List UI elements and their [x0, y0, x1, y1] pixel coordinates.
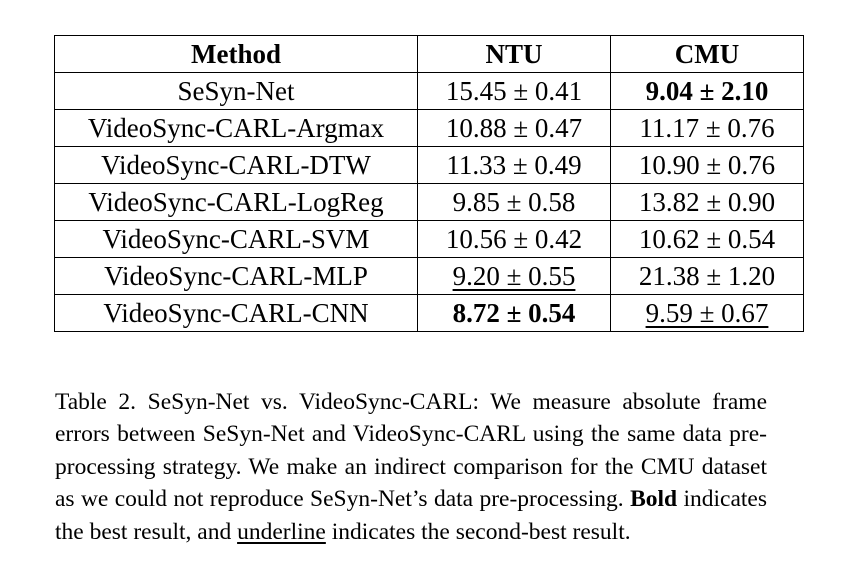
cell-method: SeSyn-Net — [54, 72, 418, 110]
cell-ntu: 9.85 ± 0.58 — [417, 183, 611, 221]
cell-method: VideoSync-CARL-Argmax — [54, 109, 418, 147]
cell-cmu: 21.38 ± 1.20 — [610, 257, 804, 295]
cell-method-text: VideoSync-CARL-CNN — [103, 298, 369, 328]
cell-cmu: 11.17 ± 0.76 — [610, 109, 804, 147]
cell-ntu: 8.72 ± 0.54 — [417, 294, 611, 332]
table-row: SeSyn-Net 15.45 ± 0.41 9.04 ± 2.10 — [54, 72, 804, 110]
cell-method-text: VideoSync-CARL-Argmax — [87, 113, 385, 143]
cell-cmu: 9.59 ± 0.67 — [610, 294, 804, 332]
cell-method-text: VideoSync-CARL-DTW — [101, 150, 371, 180]
header-ntu: NTU — [417, 35, 611, 73]
cell-method-text: VideoSync-CARL-MLP — [104, 261, 368, 291]
cell-cmu: 13.82 ± 0.90 — [610, 183, 804, 221]
table-body: SeSyn-Net 15.45 ± 0.41 9.04 ± 2.10 VideoSyn… — [54, 72, 804, 332]
cell-cmu-text: 21.38 ± 1.20 — [638, 261, 776, 291]
cell-ntu: 10.88 ± 0.47 — [417, 109, 611, 147]
cell-ntu: 15.45 ± 0.41 — [417, 72, 611, 110]
cell-ntu-text: 15.45 ± 0.41 — [445, 76, 583, 106]
cell-ntu-text: 10.56 ± 0.42 — [445, 224, 583, 254]
table-row: VideoSync-CARL-MLP 9.20 ± 0.55 21.38 ± 1.2… — [54, 257, 804, 295]
header-row: Method NTU CMU — [54, 35, 804, 73]
table-row: VideoSync-CARL-LogReg 9.85 ± 0.58 13.82 ± … — [54, 183, 804, 221]
cell-method: VideoSync-CARL-LogReg — [54, 183, 418, 221]
caption-text-1: SeSyn-Net vs. VideoSync-CARL: We measure… — [55, 388, 768, 513]
caption-underline-word: underline — [237, 518, 326, 545]
header-method: Method — [54, 35, 418, 73]
cell-method-text: VideoSync-CARL-SVM — [102, 224, 370, 254]
cell-ntu-text: 10.88 ± 0.47 — [445, 113, 583, 143]
caption-text-2: indicates the best result, and — [55, 486, 767, 545]
table-row: VideoSync-CARL-DTW 11.33 ± 0.49 10.90 ± 0.… — [54, 146, 804, 184]
cell-method: VideoSync-CARL-SVM — [54, 220, 418, 258]
header-cmu: CMU — [610, 35, 804, 73]
table-row: VideoSync-CARL-SVM 10.56 ± 0.42 10.62 ± 0.… — [54, 220, 804, 258]
table-row: VideoSync-CARL-Argmax 10.88 ± 0.47 11.17 ±… — [54, 109, 804, 147]
cell-method: VideoSync-CARL-DTW — [54, 146, 418, 184]
caption-text-3: indicates the second-best result. — [325, 518, 631, 545]
table-caption: Table 2. SeSyn-Net vs. VideoSync-CARL: W… — [55, 386, 767, 549]
cell-cmu-text: 11.17 ± 0.76 — [639, 113, 775, 143]
cell-method-text: SeSyn-Net — [177, 76, 295, 106]
cell-ntu-text: 9.20 ± 0.55 — [452, 261, 576, 291]
cell-method-text: VideoSync-CARL-LogReg — [88, 187, 384, 217]
cell-method: VideoSync-CARL-MLP — [54, 257, 418, 295]
cell-cmu-text: 10.62 ± 0.54 — [638, 224, 776, 254]
caption-label: Table 2. — [55, 388, 137, 415]
caption-bold-word: Bold — [630, 486, 678, 513]
results-table: Method NTU CMU SeSyn-Net 15.45 ± 0.41 9.04… — [54, 35, 804, 332]
cell-cmu: 10.90 ± 0.76 — [610, 146, 804, 184]
cell-cmu: 10.62 ± 0.54 — [610, 220, 804, 258]
table-row: VideoSync-CARL-CNN 8.72 ± 0.54 9.59 ± 0.67 — [54, 294, 804, 332]
cell-ntu-text: 9.85 ± 0.58 — [452, 187, 576, 217]
cell-cmu: 9.04 ± 2.10 — [610, 72, 804, 110]
cell-ntu-text: 11.33 ± 0.49 — [446, 150, 582, 180]
cell-ntu-text: 8.72 ± 0.54 — [452, 298, 576, 328]
cell-cmu-text: 13.82 ± 0.90 — [638, 187, 776, 217]
cell-ntu: 11.33 ± 0.49 — [417, 146, 611, 184]
cell-cmu-text: 9.59 ± 0.67 — [645, 298, 769, 328]
cell-cmu-text: 10.90 ± 0.76 — [638, 150, 776, 180]
cell-ntu: 9.20 ± 0.55 — [417, 257, 611, 295]
cell-ntu: 10.56 ± 0.42 — [417, 220, 611, 258]
cell-cmu-text: 9.04 ± 2.10 — [645, 76, 769, 106]
cell-method: VideoSync-CARL-CNN — [54, 294, 418, 332]
table-header: Method NTU CMU — [54, 35, 804, 73]
